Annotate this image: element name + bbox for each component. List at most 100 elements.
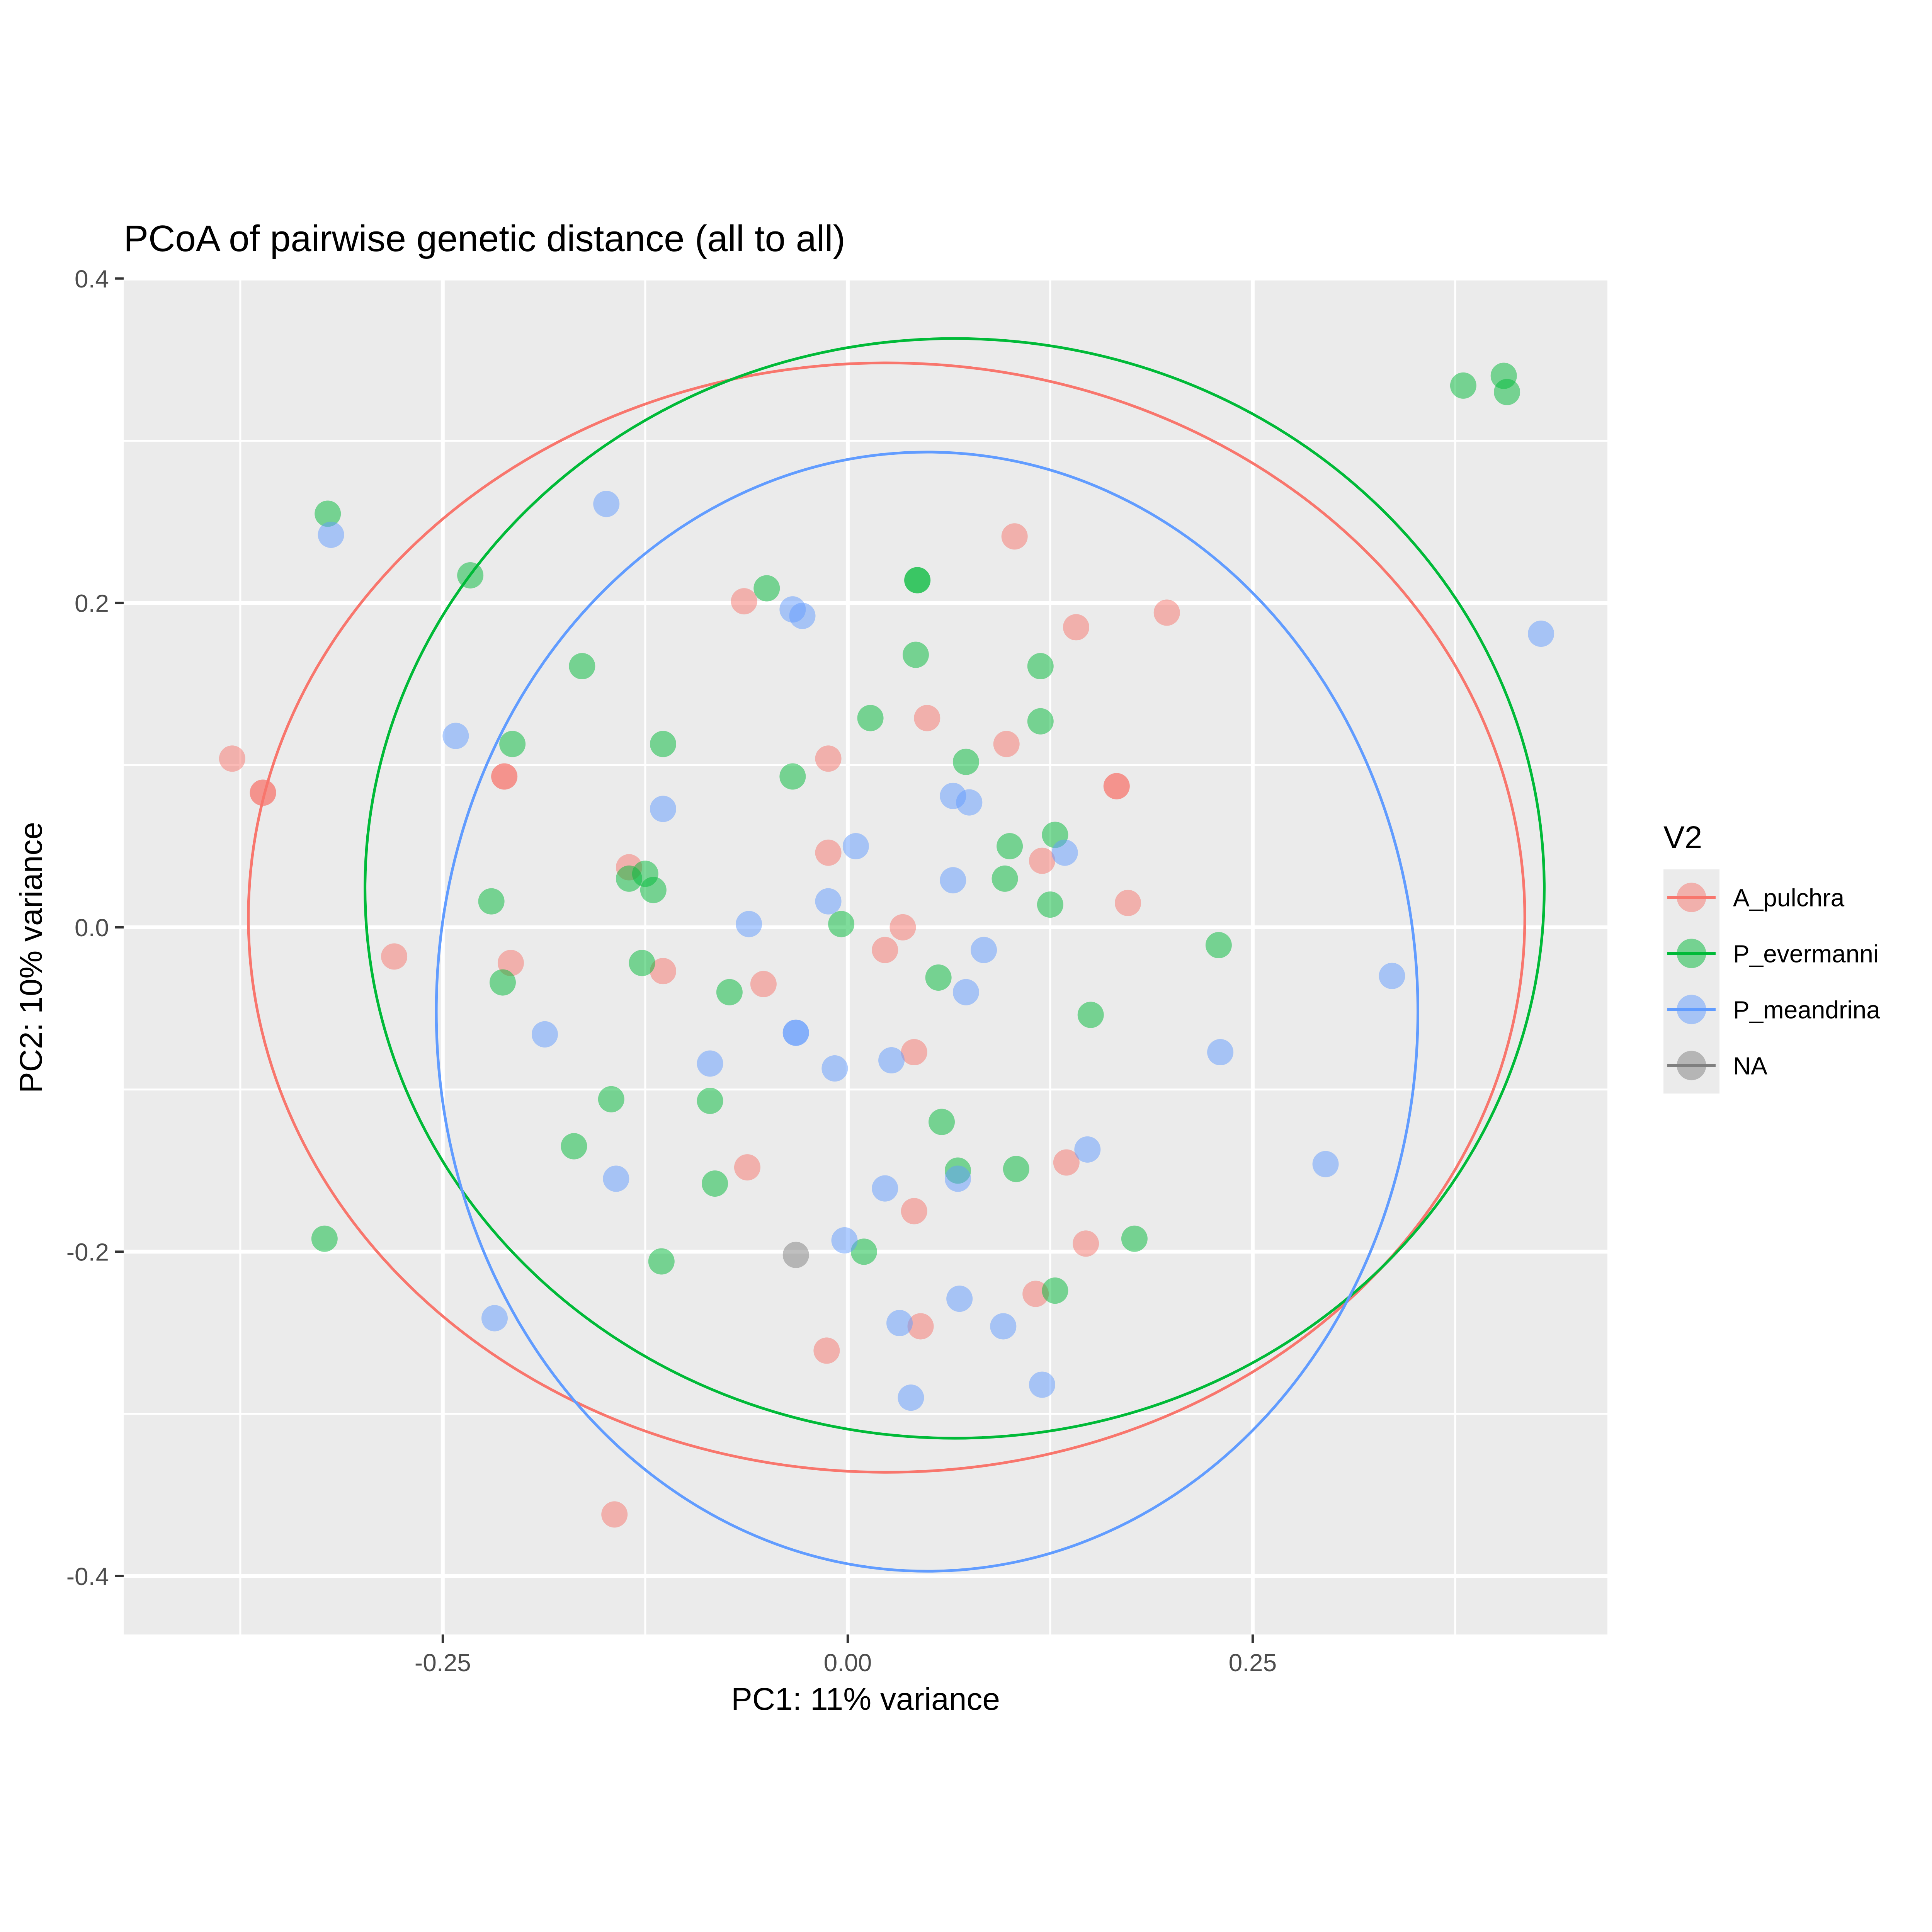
legend-label-a-pulchra: A_pulchra — [1733, 884, 1845, 912]
point-a-pulchra — [1073, 1230, 1099, 1257]
point-p-evermanni — [952, 748, 979, 775]
point-p-evermanni — [828, 911, 855, 937]
point-p-meandrina — [1379, 963, 1405, 989]
point-p-evermanni — [648, 1248, 675, 1275]
point-p-evermanni — [697, 1087, 723, 1114]
legend-key-point — [1677, 939, 1706, 968]
point-p-meandrina — [944, 1165, 971, 1192]
point-p-evermanni — [650, 731, 676, 757]
x-tick-label: 0.00 — [824, 1649, 872, 1677]
point-a-pulchra — [381, 943, 408, 970]
legend-title: V2 — [1663, 820, 1702, 855]
point-p-meandrina — [1207, 1039, 1234, 1066]
point-p-meandrina — [952, 979, 979, 1005]
y-tick-label: 0.0 — [75, 914, 109, 942]
point-p-meandrina — [940, 867, 966, 894]
point-p-meandrina — [481, 1305, 508, 1332]
x-axis: -0.25 0.00 0.25 — [415, 1634, 1277, 1677]
point-a-pulchra — [601, 1501, 628, 1528]
point-p-evermanni — [857, 705, 884, 731]
point-p-meandrina — [946, 1286, 973, 1312]
point-a-pulchra — [813, 1337, 840, 1364]
y-tick-label: -0.2 — [66, 1238, 109, 1266]
y-axis-title: PC2: 10% variance — [14, 822, 49, 1093]
point-p-evermanni — [779, 763, 806, 790]
point-p-evermanni — [904, 567, 931, 594]
point-p-evermanni — [569, 653, 595, 680]
point-p-meandrina — [1312, 1151, 1339, 1177]
point-p-meandrina — [782, 1019, 809, 1046]
point-p-meandrina — [318, 522, 344, 548]
point-a-pulchra — [1022, 1281, 1049, 1307]
point-a-pulchra — [1063, 614, 1089, 641]
point-a-pulchra — [1001, 523, 1028, 550]
data-points — [219, 362, 1554, 1528]
legend-key-point — [1677, 1051, 1706, 1080]
point-p-evermanni — [1121, 1225, 1148, 1252]
point-p-meandrina — [1051, 839, 1078, 866]
ellipse-a-pulchra — [247, 361, 1526, 1474]
ellipse-p-evermanni — [364, 337, 1546, 1440]
point-a-pulchra — [650, 958, 676, 985]
point-p-meandrina — [697, 1050, 723, 1077]
point-p-evermanni — [1205, 932, 1232, 959]
x-axis-title: PC1: 11% variance — [731, 1682, 1000, 1717]
point-p-meandrina — [593, 491, 620, 517]
major-gridlines — [124, 276, 1607, 1634]
point-a-pulchra — [1103, 773, 1130, 799]
point-a-pulchra — [914, 705, 940, 731]
point-a-pulchra — [889, 914, 916, 940]
point-p-evermanni — [1037, 891, 1063, 918]
point-na — [782, 1242, 809, 1268]
point-p-evermanni — [850, 1238, 877, 1265]
point-p-evermanni — [629, 950, 655, 976]
legend-label-p-evermanni: P_evermanni — [1733, 940, 1879, 968]
point-p-evermanni — [1077, 1002, 1104, 1028]
point-a-pulchra — [815, 745, 842, 772]
point-p-evermanni — [753, 575, 780, 602]
point-p-evermanni — [716, 979, 743, 1005]
point-p-meandrina — [650, 796, 676, 822]
point-p-evermanni — [992, 865, 1018, 892]
point-p-meandrina — [1074, 1136, 1101, 1163]
point-a-pulchra — [731, 588, 757, 615]
legend-label-na: NA — [1733, 1052, 1767, 1080]
point-p-meandrina — [736, 911, 762, 937]
point-p-evermanni — [929, 1109, 955, 1135]
y-tick-label: 0.4 — [75, 265, 109, 293]
point-p-evermanni — [1027, 708, 1054, 735]
point-a-pulchra — [1153, 599, 1180, 626]
point-p-meandrina — [842, 833, 869, 859]
y-tick-label: 0.2 — [75, 589, 109, 617]
point-p-meandrina — [990, 1313, 1017, 1340]
point-a-pulchra — [1053, 1149, 1080, 1176]
point-a-pulchra — [219, 745, 245, 772]
point-p-meandrina — [531, 1021, 558, 1048]
point-p-evermanni — [997, 833, 1023, 859]
point-p-evermanni — [311, 1225, 338, 1252]
point-p-meandrina — [603, 1165, 629, 1192]
point-p-evermanni — [640, 877, 667, 903]
point-p-meandrina — [442, 723, 469, 749]
confidence-ellipses — [247, 337, 1546, 1573]
point-a-pulchra — [901, 1198, 927, 1225]
point-p-meandrina — [789, 602, 816, 629]
point-p-evermanni — [702, 1170, 728, 1197]
point-a-pulchra — [734, 1154, 760, 1181]
point-a-pulchra — [815, 839, 842, 866]
ellipse-p-meandrina — [435, 451, 1420, 1573]
point-p-meandrina — [872, 1175, 898, 1202]
legend-label-p-meandrina: P_meandrina — [1733, 996, 1880, 1024]
point-a-pulchra — [872, 937, 898, 963]
point-p-evermanni — [1027, 653, 1054, 680]
point-p-evermanni — [489, 969, 516, 996]
point-p-evermanni — [925, 964, 952, 991]
point-p-evermanni — [902, 641, 929, 668]
point-p-evermanni — [1042, 1277, 1068, 1304]
legend-key-point — [1677, 883, 1706, 912]
point-p-evermanni — [478, 888, 505, 915]
point-p-evermanni — [561, 1133, 587, 1160]
point-p-meandrina — [831, 1227, 858, 1253]
point-p-evermanni — [1450, 372, 1476, 399]
